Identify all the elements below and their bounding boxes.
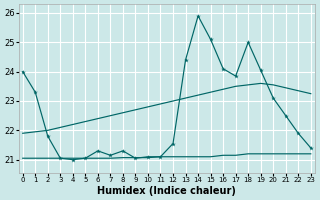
X-axis label: Humidex (Indice chaleur): Humidex (Indice chaleur): [97, 186, 236, 196]
